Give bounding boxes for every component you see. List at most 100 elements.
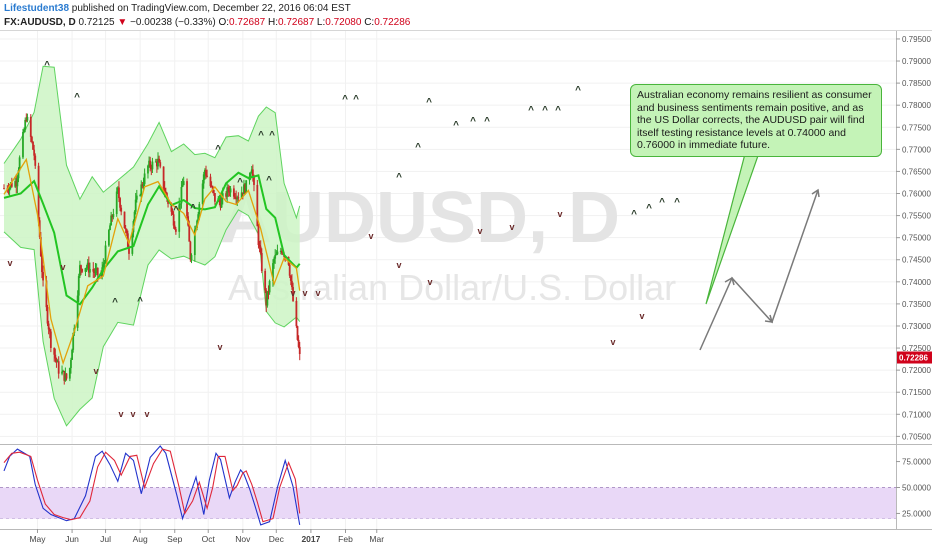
candle-body <box>163 187 166 192</box>
fractal-down-marker: v <box>7 258 12 268</box>
candle-body <box>125 229 128 234</box>
candle-body <box>210 186 213 188</box>
candle-body <box>103 262 106 265</box>
time-tick-label: Jul <box>100 534 111 544</box>
candle-body <box>84 268 87 272</box>
candle-body <box>65 373 68 379</box>
candle-body <box>111 215 114 218</box>
candle-body <box>64 373 67 381</box>
candles-group <box>3 113 301 385</box>
candle-body <box>298 346 301 355</box>
candle-body <box>256 184 259 227</box>
projection-arrows <box>699 188 820 351</box>
candle-body <box>133 211 136 222</box>
candle-body <box>295 300 298 327</box>
stochastic-tick-label: 25.0000 <box>902 509 931 518</box>
price-tick-label: 0.70500 <box>902 432 931 441</box>
candle-body <box>229 188 232 193</box>
time-tick-label: Oct <box>202 534 216 544</box>
fractal-down-marker: v <box>396 260 401 270</box>
candle-body <box>203 170 206 175</box>
annotation-callout[interactable]: Australian economy remains resilient as … <box>630 84 882 157</box>
stochastic-axis: 75.0000 50.0000 25.0000 <box>896 458 931 518</box>
candle-body <box>241 192 244 195</box>
candle-body <box>274 254 277 259</box>
author-link[interactable]: Lifestudent38 <box>4 3 70 14</box>
candle-body <box>3 188 5 190</box>
time-tick-label: Nov <box>235 534 251 544</box>
candle-body <box>288 264 291 276</box>
price-tick-label: 0.74500 <box>902 256 931 265</box>
fractal-up-marker: ^ <box>575 85 581 96</box>
fractal-down-marker: v <box>639 311 644 321</box>
candle-body <box>181 185 184 188</box>
candle-body <box>237 197 240 199</box>
candle-body <box>78 265 81 277</box>
candle-body <box>206 175 209 177</box>
fractal-up-marker: ^ <box>484 116 490 127</box>
candle-body <box>226 187 229 197</box>
candle-body <box>201 183 204 205</box>
price-tick-label: 0.77500 <box>902 123 931 132</box>
stochastic-k-line <box>3 445 301 526</box>
current-price-tag <box>897 351 932 364</box>
candle-body <box>29 116 32 137</box>
candle-body <box>190 255 193 260</box>
candle-body <box>47 323 50 330</box>
candle-body <box>76 295 79 328</box>
candle-body <box>197 214 200 221</box>
candle-body <box>164 191 167 194</box>
candle-body <box>227 187 230 192</box>
high-label: H: <box>267 17 278 28</box>
candle-body <box>140 184 143 196</box>
candle-body <box>135 195 138 200</box>
candle-body <box>80 265 82 269</box>
candle-body <box>120 207 123 212</box>
fractal-up-marker: ^ <box>137 296 143 307</box>
fractal-down-marker: v <box>315 288 320 298</box>
candle-body <box>292 287 294 301</box>
candle-body <box>33 149 36 156</box>
candle-body <box>110 215 113 226</box>
candle-body <box>62 370 65 372</box>
candle-body <box>7 189 10 191</box>
candle-body <box>34 155 37 166</box>
candle-body <box>142 184 145 187</box>
time-axis: May Jun Jul Aug Sep Oct Nov Dec 2017 Feb Mar <box>29 529 384 544</box>
arrow-head <box>811 188 820 198</box>
candle-body <box>214 193 216 202</box>
candle-body <box>124 228 127 230</box>
fractal-down-marker: v <box>144 409 149 419</box>
candle-body <box>291 280 293 288</box>
fractal-up-marker: ^ <box>266 175 272 186</box>
fractal-down-marker: v <box>610 337 615 347</box>
candle-body <box>102 264 105 268</box>
candle-body <box>245 180 248 193</box>
candle-body <box>141 184 144 187</box>
candle-body <box>159 162 162 167</box>
candle-body <box>157 158 159 167</box>
candle-body <box>173 225 176 230</box>
stochastic-tick-label: 50.0000 <box>902 484 931 493</box>
last-price: 0.72125 <box>78 17 115 28</box>
close-value: 0.72286 <box>374 17 411 28</box>
price-tick-label: 0.76000 <box>902 190 931 199</box>
time-tick-label: 2017 <box>301 534 320 544</box>
symbol-label: FX:AUDUSD, D <box>4 17 76 28</box>
bollinger-band-fill <box>4 66 300 426</box>
fractal-down-marker: v <box>93 366 98 376</box>
candle-body <box>81 268 84 272</box>
candle-body <box>151 161 154 170</box>
fractal-down-marker: v <box>509 222 514 232</box>
candle-body <box>112 214 115 218</box>
price-tick-label: 0.78500 <box>902 79 931 88</box>
candle-body <box>180 187 183 204</box>
candle-body <box>10 182 13 187</box>
price-tick-label: 0.73000 <box>902 322 931 331</box>
price-tick-label: 0.71500 <box>902 388 931 397</box>
candle-body <box>115 191 118 215</box>
candle-body <box>251 169 254 177</box>
candle-body <box>182 181 185 186</box>
candle-body <box>235 197 238 200</box>
